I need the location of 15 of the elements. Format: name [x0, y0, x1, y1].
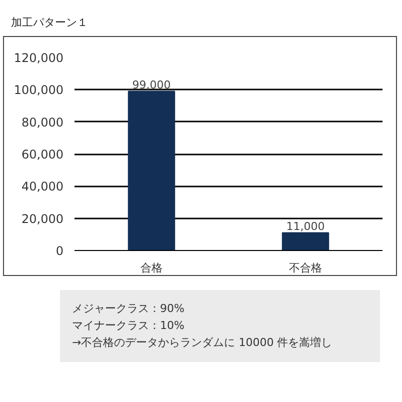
y-tick-label: 60,000	[22, 148, 64, 162]
y-tick-label: 20,000	[22, 212, 64, 226]
y-tick-label: 80,000	[22, 115, 64, 130]
text: →不合格のデータからランダムに 10000 件を嵩増し	[72, 336, 332, 349]
y-tick-label: 100,000	[14, 83, 64, 98]
text: マイナークラス：10%	[72, 319, 184, 332]
data-label: 99,000	[132, 78, 171, 92]
y-tick-label: 0	[56, 244, 64, 258]
data-label: 11,000	[286, 220, 325, 233]
x-tick-label: 合格	[140, 262, 162, 274]
x-tick-label: 不合格	[289, 262, 322, 274]
chart-title: 加工パターン１	[11, 15, 88, 31]
text: メジャークラス：90%	[72, 302, 184, 315]
y-tick-label: 120,000	[14, 51, 64, 65]
y-tick-label: 40,000	[22, 180, 64, 194]
